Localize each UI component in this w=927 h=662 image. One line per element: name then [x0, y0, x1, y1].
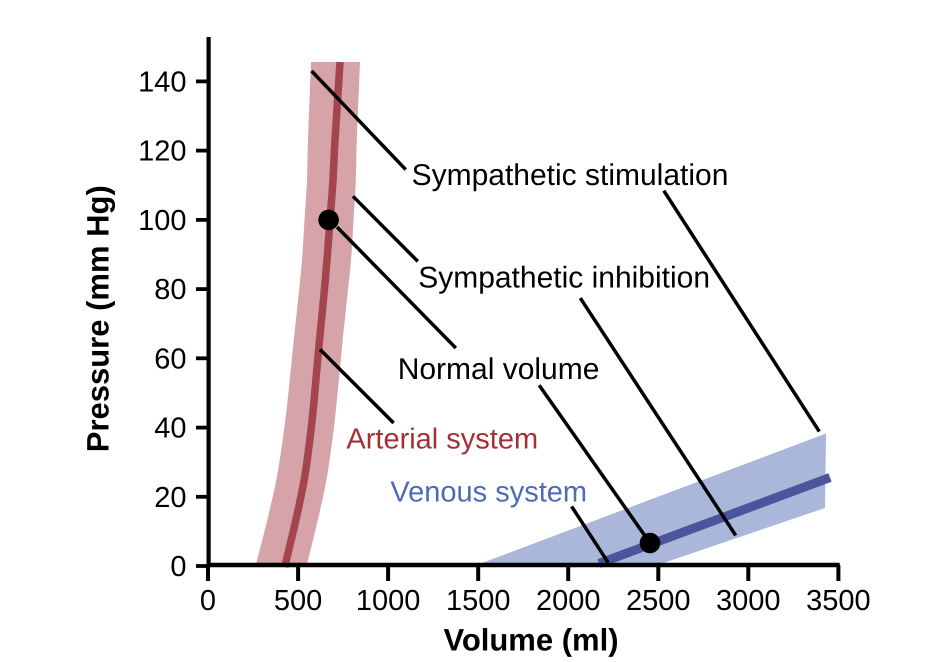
svg-text:500: 500 [274, 585, 322, 617]
svg-text:Pressure (mm Hg): Pressure (mm Hg) [81, 185, 116, 452]
svg-text:Sympathetic stimulation: Sympathetic stimulation [412, 159, 729, 192]
svg-text:1500: 1500 [446, 585, 511, 617]
svg-text:40: 40 [154, 413, 186, 445]
svg-text:Volume (ml): Volume (ml) [443, 623, 618, 658]
svg-text:80: 80 [154, 274, 186, 306]
svg-text:0: 0 [200, 585, 216, 617]
svg-text:Venous system: Venous system [390, 477, 587, 509]
svg-text:Normal volume: Normal volume [398, 353, 600, 386]
svg-text:3000: 3000 [716, 585, 781, 617]
svg-text:1000: 1000 [356, 585, 421, 617]
svg-text:120: 120 [138, 136, 186, 168]
svg-text:Arterial system: Arterial system [346, 424, 538, 456]
svg-text:140: 140 [138, 66, 186, 98]
svg-text:2500: 2500 [626, 585, 691, 617]
svg-text:60: 60 [154, 343, 186, 375]
svg-text:20: 20 [154, 482, 186, 514]
svg-text:100: 100 [138, 205, 186, 237]
svg-text:0: 0 [170, 551, 186, 583]
svg-text:2000: 2000 [536, 585, 601, 617]
svg-text:Sympathetic inhibition: Sympathetic inhibition [418, 262, 710, 295]
svg-text:3500: 3500 [806, 585, 871, 617]
